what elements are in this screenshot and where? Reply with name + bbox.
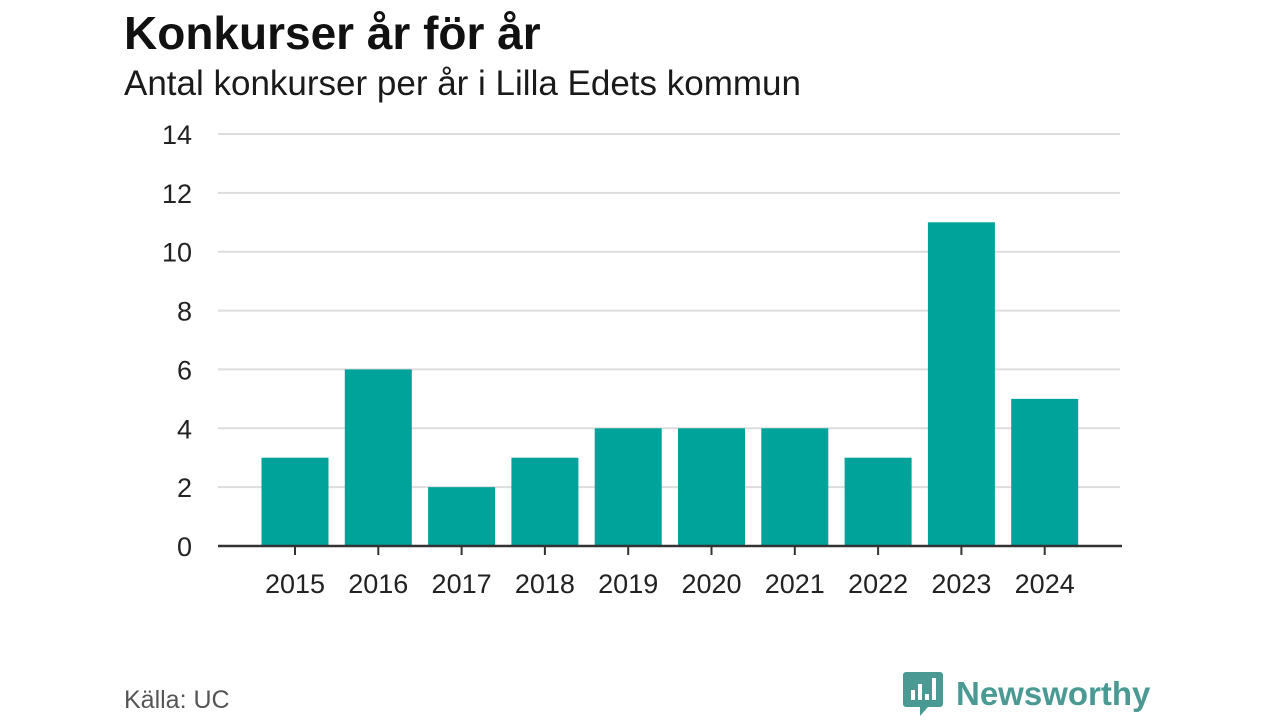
x-tick-label: 2023 [931, 569, 991, 599]
bar [594, 428, 662, 546]
y-tick-label: 2 [177, 473, 192, 503]
newsworthy-chart-icon [903, 672, 943, 716]
chart-title: Konkurser år för år [124, 7, 541, 59]
bar [261, 457, 329, 546]
x-tick-label: 2019 [598, 569, 658, 599]
y-tick-label: 0 [177, 532, 192, 562]
brand-name: Newsworthy [956, 675, 1151, 712]
bar [927, 222, 995, 547]
x-tick-label: 2024 [1015, 569, 1075, 599]
x-tick-label: 2016 [348, 569, 408, 599]
bar [511, 457, 579, 546]
bar [678, 428, 745, 546]
newsworthy-logo: Newsworthy [902, 670, 1150, 718]
x-tick-label: 2018 [515, 569, 575, 599]
bar [1011, 398, 1079, 546]
x-tick-label: 2017 [432, 569, 492, 599]
y-tick-label: 14 [162, 120, 192, 150]
y-tick-label: 8 [177, 297, 192, 327]
source-note: Källa: UC [124, 686, 230, 714]
y-tick-label: 6 [177, 355, 192, 385]
x-tick-label: 2022 [848, 569, 908, 599]
bar [844, 457, 912, 546]
x-tick-label: 2015 [265, 569, 325, 599]
bar [344, 369, 412, 546]
y-tick-label: 10 [162, 238, 192, 268]
y-tick-label: 12 [162, 179, 192, 209]
y-tick-label: 4 [177, 414, 192, 444]
bar [761, 428, 829, 546]
chart-subtitle: Antal konkurser per år i Lilla Edets kom… [124, 64, 801, 103]
x-tick-label: 2021 [765, 569, 825, 599]
bar [428, 487, 496, 546]
x-tick-label: 2020 [681, 569, 741, 599]
